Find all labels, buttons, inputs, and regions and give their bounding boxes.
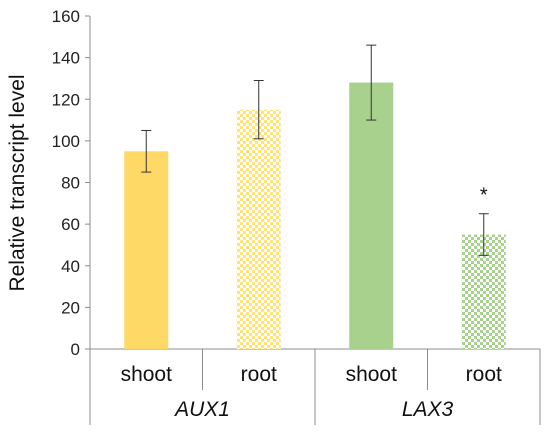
bar <box>349 82 394 349</box>
category-label: shoot <box>346 363 398 386</box>
significance-annotation: * <box>480 185 488 207</box>
y-tick-label: 40 <box>61 257 80 276</box>
plot-area: 0 20 40 60 80 100 120 140 160 shoot root shoot * root… <box>52 7 541 425</box>
y-tick-label: 140 <box>52 49 80 68</box>
y-tick-label: 80 <box>61 174 80 193</box>
y-tick-label: 100 <box>52 132 80 151</box>
group-label: AUX1 <box>173 398 230 421</box>
y-tick-label: 120 <box>52 90 80 109</box>
group-label: LAX3 <box>402 398 454 421</box>
y-tick-label: 20 <box>61 298 80 317</box>
y-tick-label: 160 <box>52 7 80 26</box>
category-label: shoot <box>121 363 173 386</box>
y-tick-label: 0 <box>71 340 80 359</box>
bar <box>236 109 281 349</box>
y-axis-title: Relative transcript level <box>6 74 29 291</box>
y-tick-label: 60 <box>61 215 80 234</box>
bar <box>124 151 169 349</box>
category-label: root <box>466 363 502 386</box>
category-label: root <box>241 363 277 386</box>
